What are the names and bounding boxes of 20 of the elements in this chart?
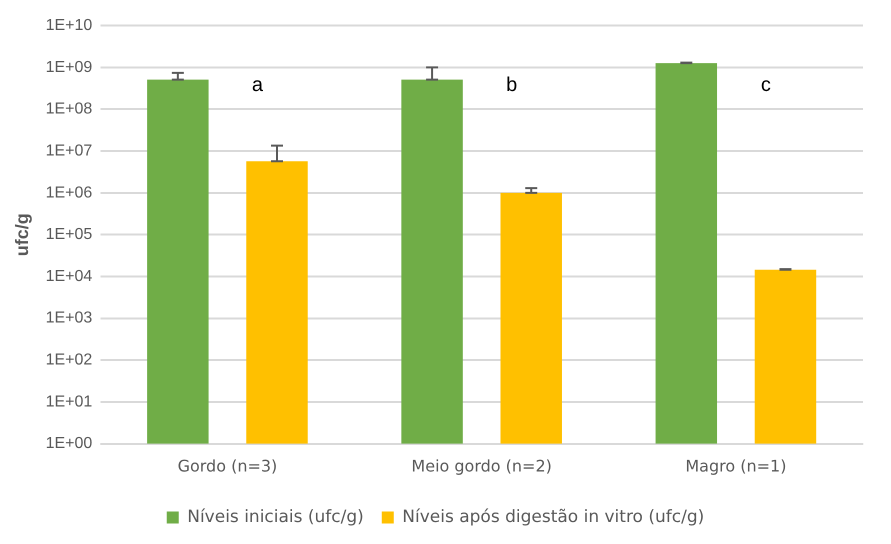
- y-tick-label: 1E+00: [46, 435, 92, 452]
- y-tick-label: 1E+05: [46, 226, 92, 244]
- legend-label: Níveis iniciais (ufc/g): [187, 506, 364, 527]
- y-tick-label: 1E+03: [46, 310, 92, 327]
- y-tick-label: 1E+06: [46, 184, 92, 202]
- annotation: b: [506, 74, 518, 96]
- y-tick-label: 1E+08: [46, 100, 92, 118]
- x-tick-label: Gordo (n=3): [178, 456, 278, 476]
- x-tick-label: Magro (n=1): [685, 456, 786, 476]
- annotation: c: [760, 74, 771, 96]
- x-tick-label: Meio gordo (n=2): [411, 456, 552, 476]
- y-tick-label: 1E+01: [46, 393, 92, 410]
- y-tick-label: 1E+09: [46, 58, 92, 76]
- y-tick-label: 1E+07: [46, 142, 92, 160]
- y-tick-label: 1E+10: [46, 17, 92, 34]
- y-axis-title: ufc/g: [12, 213, 32, 256]
- y-tick-label: 1E+04: [46, 268, 92, 285]
- annotation: a: [252, 74, 264, 96]
- legend-label: Níveis após digestão in vitro (ufc/g): [402, 506, 704, 527]
- y-tick-label: 1E+02: [46, 352, 92, 369]
